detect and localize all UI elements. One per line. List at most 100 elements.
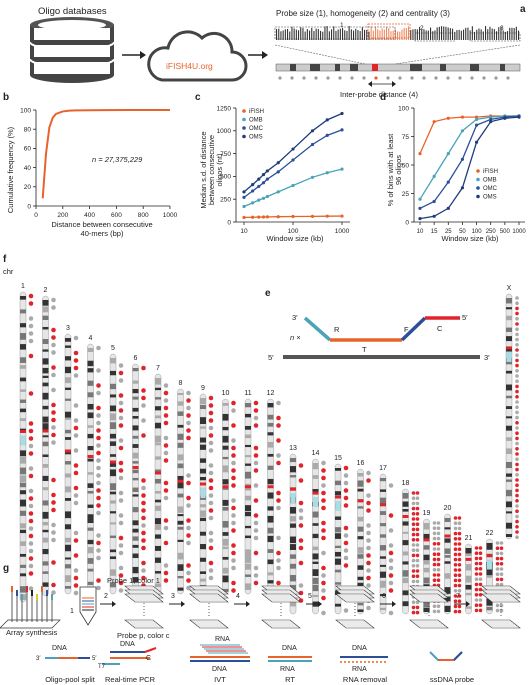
chromosome-band — [20, 296, 26, 300]
d-point — [446, 180, 450, 184]
t7-label: T7 — [98, 664, 106, 670]
barcode-tick — [452, 28, 454, 40]
b-xtick-label: 1000 — [163, 212, 178, 219]
chromosome-band — [65, 544, 71, 552]
chromosome-band — [87, 490, 94, 494]
probe-dot — [388, 580, 394, 586]
probe-highlight-box — [367, 23, 411, 39]
probe-dot — [415, 605, 420, 610]
chromosome-band — [465, 606, 472, 609]
c-ytick-label: 0 — [227, 219, 231, 226]
probe-dot — [366, 575, 371, 581]
probe-dot — [366, 583, 371, 588]
chromosome-band — [42, 500, 49, 506]
d-point — [460, 129, 465, 133]
probe-dot — [515, 379, 519, 384]
barcode-tick — [383, 29, 385, 40]
probe-dot — [208, 515, 214, 521]
panel-label-g: g — [3, 563, 9, 574]
panel-label-c: c — [195, 92, 201, 103]
d-ytick-label: 0 — [405, 219, 409, 226]
heterochromatin-block — [200, 488, 206, 498]
chromosome-band — [222, 486, 229, 490]
probe-dot — [96, 473, 101, 478]
chromosome-band — [290, 458, 296, 463]
chromosome-band — [155, 456, 161, 460]
probe-dot — [51, 590, 56, 595]
probe-dot — [96, 585, 101, 591]
probe-dot — [411, 527, 416, 532]
probe-dot — [366, 493, 371, 498]
probe-dot — [453, 526, 458, 531]
barcode-tick — [357, 30, 359, 40]
chromosome-band — [402, 570, 409, 577]
probe-dot — [478, 593, 483, 597]
chromosome-number: 19 — [423, 510, 431, 517]
d-xtick-label: 50 — [459, 229, 466, 235]
probe-dot — [96, 450, 101, 456]
probe-dot — [73, 470, 79, 476]
chromosome-band — [423, 554, 430, 561]
chromosome-band — [402, 493, 409, 499]
probe-dot — [453, 609, 458, 614]
chromosome-band — [380, 594, 386, 597]
probe-dot — [343, 495, 349, 501]
probe-dot — [515, 447, 519, 451]
chromosome-band — [506, 307, 512, 310]
probe-dot — [208, 478, 214, 483]
probe-dot — [321, 490, 326, 496]
barcode-tick — [500, 26, 502, 40]
barcode-tick — [276, 29, 278, 40]
chromosome-band — [245, 471, 251, 479]
chromosome-band — [335, 533, 341, 539]
chromosome-band — [42, 405, 49, 410]
barcode-tick — [386, 27, 388, 40]
probe-dot — [231, 453, 236, 458]
barcode-tick — [339, 28, 341, 40]
chromosome-band — [132, 368, 139, 372]
centromere-mark — [423, 538, 430, 542]
chromosome-band — [155, 435, 161, 443]
probe-dot — [366, 470, 371, 476]
probe-dot — [298, 463, 304, 468]
chromosome-band — [380, 511, 386, 515]
barcode-tick — [403, 27, 405, 40]
chromosome-band — [290, 574, 296, 582]
probe-dot — [515, 384, 519, 389]
probe-dot — [28, 503, 34, 509]
chromosome-band — [20, 357, 26, 363]
chromosome-band — [110, 569, 116, 576]
barcode-tick — [471, 26, 473, 40]
centromere-mark — [65, 449, 71, 453]
probe-dot — [141, 433, 146, 438]
probe-dot — [276, 535, 281, 541]
probe-dot — [28, 338, 34, 344]
probe-dot — [326, 76, 330, 80]
probe-dot — [415, 600, 420, 604]
probe-dot — [515, 363, 519, 368]
probe-dot — [436, 562, 441, 567]
probe-dot — [515, 405, 519, 410]
probe-dot — [453, 583, 458, 588]
probe-dot — [411, 610, 416, 615]
chromosome-band — [222, 538, 229, 546]
probe-dot — [495, 608, 500, 613]
probe-dot — [231, 588, 236, 593]
probe-number-2: 2 — [420, 25, 424, 32]
probe-dot — [28, 353, 34, 359]
chromosome-band — [506, 489, 512, 497]
probe-number-1: 1 — [340, 22, 344, 29]
chromosome-band — [506, 501, 512, 508]
chromosome-band — [20, 586, 26, 593]
probe-dot — [163, 518, 169, 523]
probe-dot — [515, 509, 519, 513]
chromosome-band — [506, 298, 512, 304]
chromosome-band — [444, 573, 451, 579]
probe-dot — [141, 568, 146, 573]
barcode-tick — [511, 27, 513, 40]
probe-dot — [118, 513, 124, 518]
probe-dot — [28, 323, 34, 329]
probe-dot — [186, 480, 191, 486]
probe-dot — [186, 563, 191, 568]
probe-dot — [51, 582, 56, 588]
